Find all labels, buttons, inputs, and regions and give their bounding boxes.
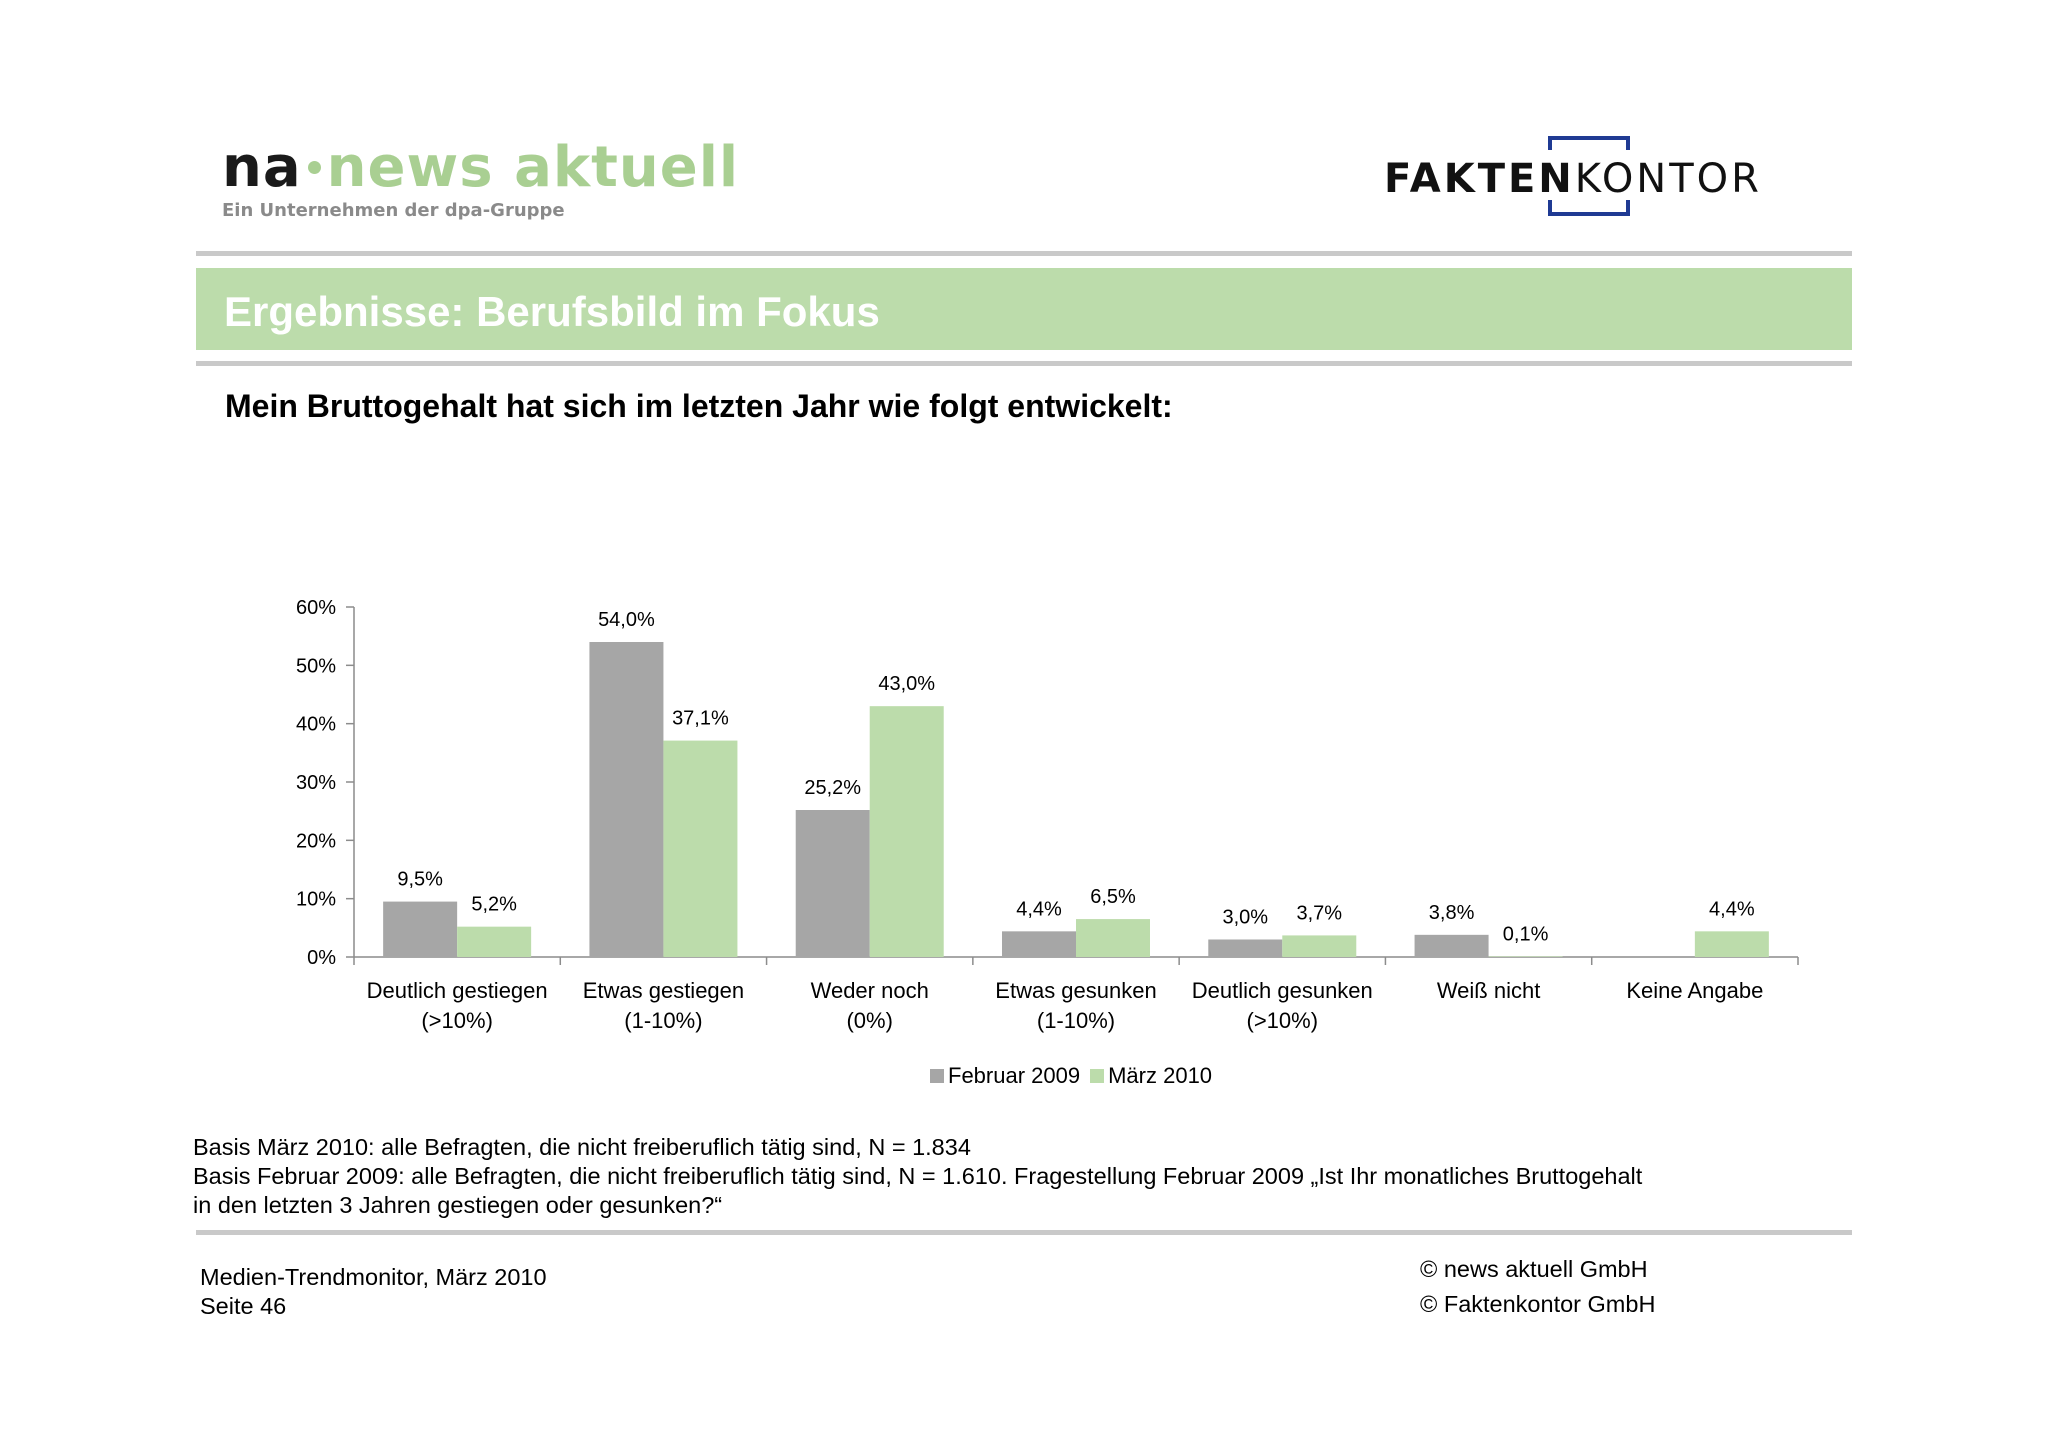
bar-value-label: 5,2%: [471, 894, 517, 916]
bar-februar-2009: [795, 810, 870, 957]
bar-value-label: 3,7%: [1296, 902, 1342, 924]
logo-word: news aktuell: [326, 135, 740, 200]
x-category-label: Deutlich gestiegen: [367, 978, 548, 1003]
logo-bracket-top-icon: [1548, 136, 1630, 150]
logo-bracket-bottom-icon: [1548, 200, 1630, 216]
y-tick-label: 10%: [296, 889, 336, 911]
copyright-news-aktuell: © news aktuell GmbH: [1420, 1256, 1648, 1282]
faktenkontor-logo: FAKTENKONTOR: [1380, 132, 1800, 222]
x-category-label: Keine Angabe: [1626, 978, 1763, 1003]
chart-legend: Februar 2009 März 2010: [930, 1063, 1222, 1089]
title-band: Ergebnisse: Berufsbild im Fokus: [196, 268, 1852, 350]
x-category-label: Deutlich gesunken: [1192, 978, 1373, 1003]
logo-tagline: Ein Unternehmen der dpa-Gruppe: [222, 200, 565, 221]
note-line-3: in den letzten 3 Jahren gestiegen oder g…: [193, 1192, 723, 1218]
bar-value-label: 4,4%: [1709, 898, 1755, 920]
page-title: Ergebnisse: Berufsbild im Fokus: [224, 288, 880, 335]
bar-value-label: 37,1%: [672, 708, 729, 730]
y-tick-label: 40%: [296, 714, 336, 736]
news-aktuell-logo: na news aktuell Ein Unternehmen der dpa-G…: [222, 138, 739, 222]
bar-maerz-2010: [1694, 931, 1769, 957]
bar-maerz-2010: [1076, 919, 1150, 957]
x-category-label: Etwas gesunken: [995, 978, 1156, 1003]
y-tick-label: 50%: [296, 655, 336, 677]
chart-labels: Deutlich gestiegen (>10%) Etwas gestiegen (…: [367, 609, 1764, 1033]
bar-chart: 0% 10% 20% 30% 40% 50% 60% Deutlich gestiegen (…: [296, 597, 1799, 1033]
y-tick-label: 30%: [296, 772, 336, 794]
question-text: Mein Bruttogehalt hat sich im letzten Ja…: [225, 388, 1173, 424]
bar-value-label: 3,0%: [1222, 907, 1268, 929]
x-category-sublabel: (>10%): [421, 1008, 493, 1033]
bar-maerz-2010: [457, 926, 532, 957]
bar-februar-2009: [589, 642, 664, 957]
x-category-sublabel: (>10%): [1247, 1008, 1319, 1033]
bar-maerz-2010: [869, 706, 944, 957]
x-category-sublabel: (1-10%): [624, 1008, 702, 1033]
bar-februar-2009: [1208, 939, 1283, 957]
footer-page-number: Seite 46: [200, 1293, 287, 1319]
x-category-sublabel: (0%): [846, 1008, 892, 1033]
bar-februar-2009: [1002, 931, 1076, 957]
bar-value-label: 25,2%: [804, 777, 861, 799]
y-tick-label: 20%: [296, 830, 336, 852]
legend-item-series-1: Februar 2009: [930, 1063, 1080, 1089]
chart-bars: [383, 642, 1769, 957]
note-line-2: Basis Februar 2009: alle Befragten, die …: [193, 1163, 1643, 1189]
legend-item-series-2: März 2010: [1090, 1063, 1212, 1089]
footer-right: © news aktuell GmbH © Faktenkontor GmbH: [1420, 1252, 1655, 1322]
copyright-faktenkontor: © Faktenkontor GmbH: [1420, 1291, 1656, 1317]
bar-maerz-2010: [663, 740, 738, 957]
logo-prefix: na: [222, 135, 302, 200]
bar-value-label: 54,0%: [598, 609, 655, 631]
title-rule: [196, 361, 1852, 366]
bar-value-label: 0,1%: [1503, 923, 1549, 945]
x-category-label: Weiß nicht: [1437, 978, 1541, 1003]
y-tick-label: 0%: [307, 947, 336, 969]
bar-value-label: 6,5%: [1090, 886, 1136, 908]
bar-maerz-2010: [1282, 935, 1357, 957]
header-rule: [196, 251, 1852, 256]
legend-label-series-1: Februar 2009: [948, 1063, 1081, 1088]
legend-swatch-series-2: [1090, 1069, 1105, 1083]
bar-value-label: 43,0%: [878, 673, 935, 695]
x-category-sublabel: (1-10%): [1037, 1008, 1115, 1033]
logo-dot-icon: [307, 161, 321, 175]
footer-rule: [196, 1230, 1852, 1235]
bar-februar-2009: [383, 901, 458, 957]
faktenkontor-wordmark: FAKTENKONTOR: [1384, 156, 1762, 202]
base-notes: Basis März 2010: alle Befragten, die nic…: [193, 1133, 1642, 1220]
bar-value-label: 9,5%: [397, 869, 443, 891]
logo-light-part: KONTOR: [1574, 156, 1762, 202]
logo-bold-part: FAKTEN: [1384, 156, 1575, 202]
x-category-label: Etwas gestiegen: [583, 978, 744, 1003]
y-tick-label: 60%: [296, 597, 336, 619]
legend-swatch-series-1: [930, 1069, 944, 1083]
legend-label-series-2: März 2010: [1108, 1063, 1213, 1088]
bar-value-label: 3,8%: [1429, 902, 1475, 924]
bar-value-label: 4,4%: [1016, 898, 1062, 920]
footer-study: Medien-Trendmonitor, März 2010: [200, 1264, 547, 1290]
note-line-1: Basis März 2010: alle Befragten, die nic…: [193, 1134, 971, 1160]
bar-februar-2009: [1414, 934, 1489, 957]
footer-left: Medien-Trendmonitor, März 2010 Seite 46: [200, 1263, 547, 1321]
x-category-label: Weder noch: [811, 978, 929, 1003]
bar-maerz-2010: [1488, 956, 1563, 957]
news-aktuell-wordmark: na news aktuell: [222, 138, 739, 198]
